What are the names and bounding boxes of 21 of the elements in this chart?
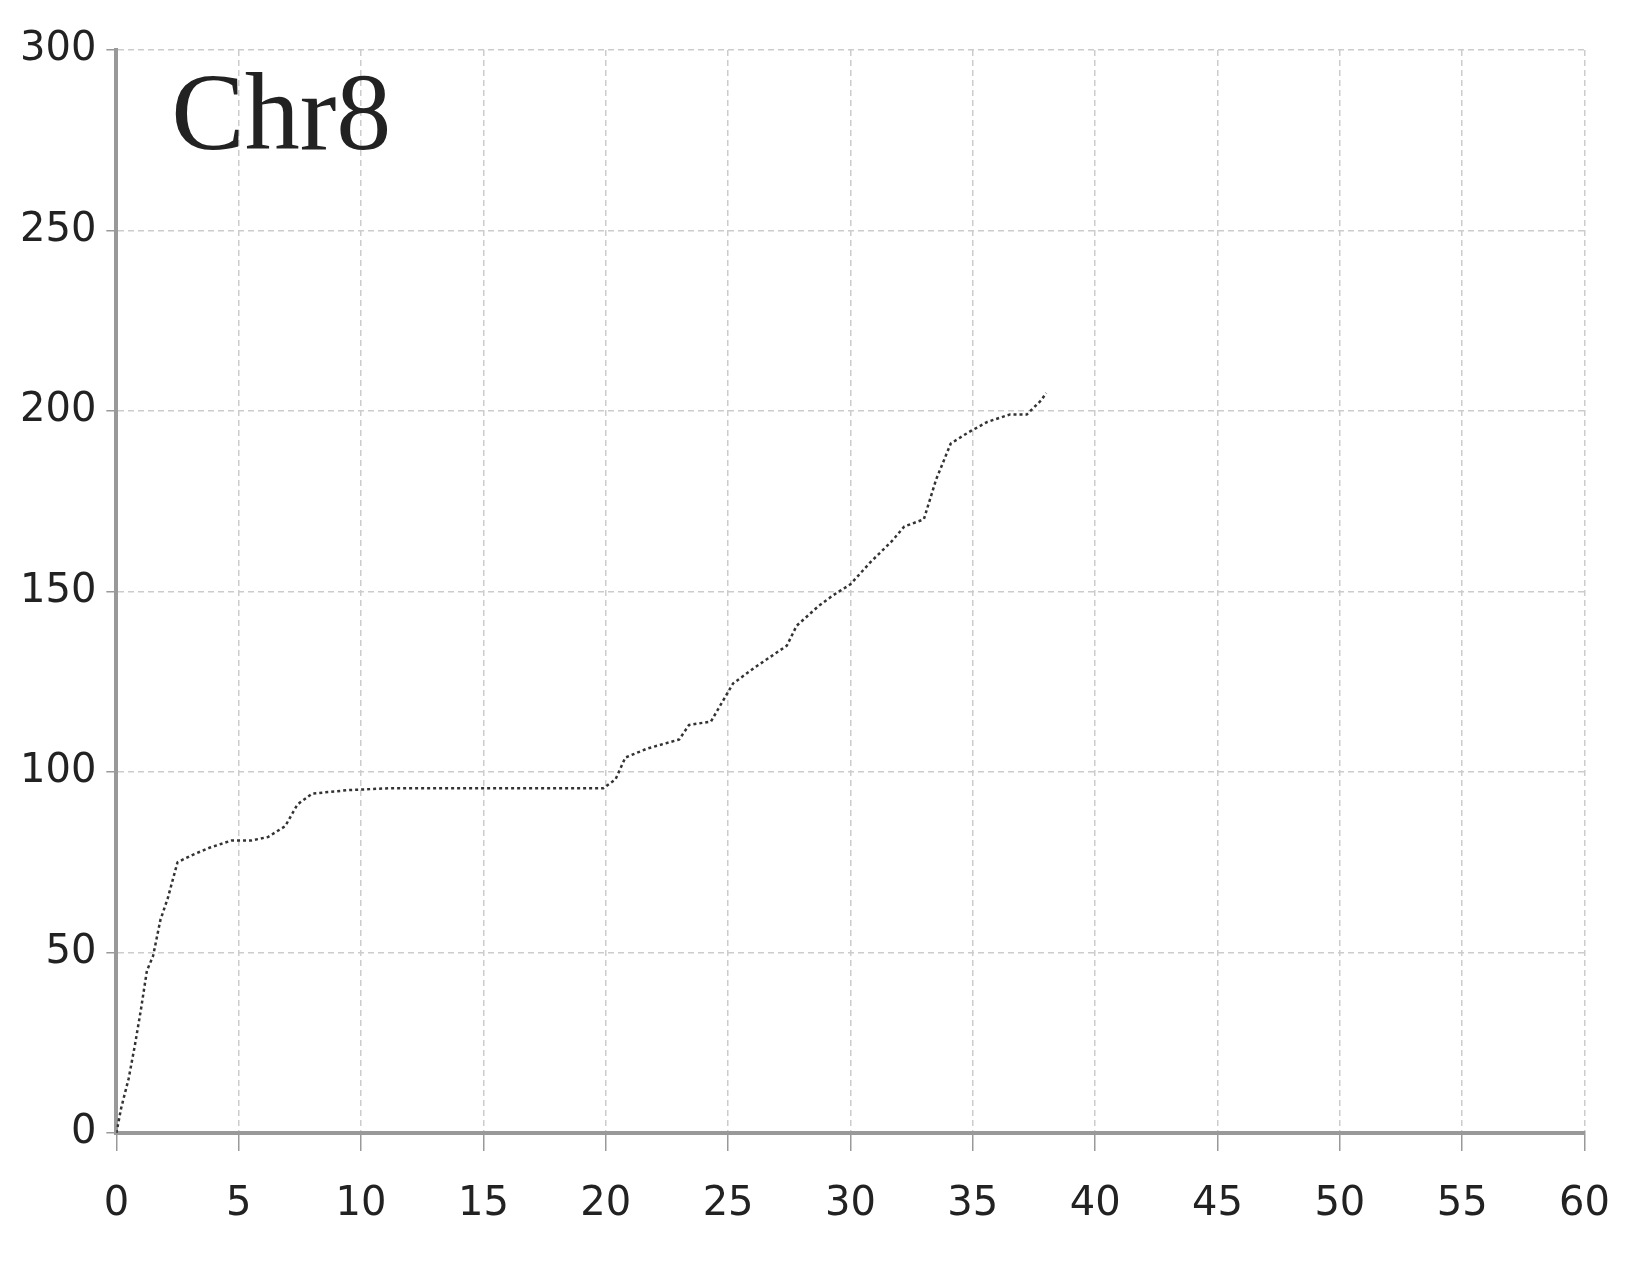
x-tick-label: 50 <box>1314 1178 1366 1225</box>
x-tick-label: 20 <box>580 1178 632 1225</box>
y-tick-label: 0 <box>70 1106 97 1153</box>
x-tick-label: 30 <box>825 1178 876 1225</box>
y-tick-label: 100 <box>19 745 97 792</box>
x-tick-label: 0 <box>103 1178 130 1225</box>
x-tick-label: 60 <box>1559 1178 1610 1225</box>
chart-title: Chr8 <box>171 50 392 173</box>
x-tick-label: 55 <box>1436 1178 1488 1225</box>
y-tick-label: 150 <box>19 564 97 611</box>
x-tick-label: 15 <box>457 1178 509 1225</box>
y-tick-label: 250 <box>19 203 97 250</box>
x-tick-label: 40 <box>1069 1178 1121 1225</box>
x-tick-label: 10 <box>335 1178 387 1225</box>
y-tick-label: 200 <box>19 384 97 431</box>
x-tick-label: 35 <box>947 1178 999 1225</box>
y-tick-label: 300 <box>19 23 97 70</box>
y-tick-label: 50 <box>45 925 97 972</box>
x-tick-label: 5 <box>225 1178 252 1225</box>
x-tick-label: 45 <box>1192 1178 1243 1225</box>
x-tick-label: 25 <box>702 1178 754 1225</box>
